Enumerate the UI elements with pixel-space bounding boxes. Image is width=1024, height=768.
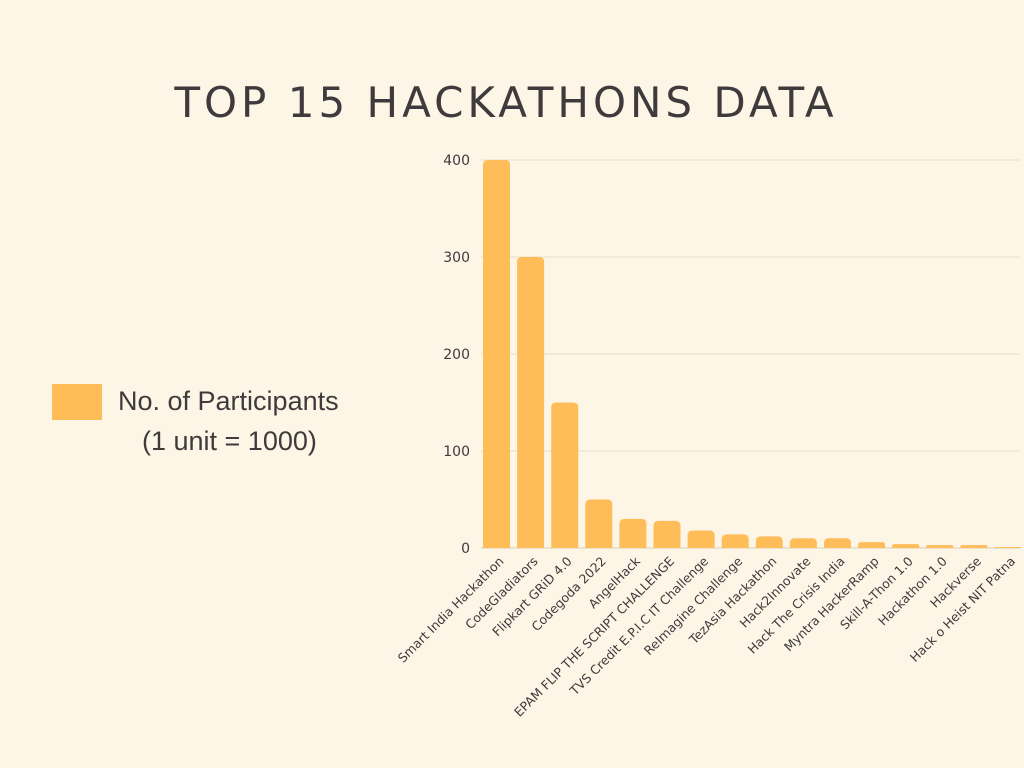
- bar-tezasia-hackathon: [755, 536, 783, 548]
- bar-smart-india-hackathon: [483, 160, 510, 548]
- bar-skill-a-thon-1-0: [892, 544, 920, 548]
- y-tick-label: 400: [443, 153, 470, 169]
- bar-myntra-hackerramp: [858, 542, 886, 548]
- bar-reimagine-challenge: [721, 534, 749, 548]
- bar-epam-flip-the-script-challenge: [653, 520, 681, 548]
- chart-title: TOP 15 HACKATHONS DATA: [174, 78, 838, 127]
- bar-hack-the-crisis-india: [824, 538, 851, 548]
- y-tick-label: 100: [443, 444, 470, 460]
- bar-hack2innovate: [789, 538, 817, 548]
- y-tick-label: 200: [443, 347, 470, 363]
- y-axis-ticks: 0 100 200 300 400: [443, 153, 470, 557]
- bar-codegladiators: [517, 257, 545, 548]
- x-axis-labels: Smart India HackathonCodeGladiatorsFlipk…: [395, 553, 1019, 720]
- legend-label: No. of Participants: [118, 386, 339, 416]
- bar-codegoda-2022: [585, 499, 613, 548]
- bar-angelhack: [619, 518, 647, 548]
- bar-hackathon-1-0: [926, 545, 954, 548]
- bars: [483, 160, 1022, 548]
- bar-flipkart-grid-4-0: [551, 402, 579, 548]
- y-tick-label: 0: [461, 541, 470, 557]
- legend-unit-note: (1 unit = 1000): [142, 426, 317, 456]
- legend-swatch: [52, 384, 102, 420]
- bar-hack-o-heist-nit-patna: [994, 547, 1022, 548]
- bar-hackverse: [960, 545, 988, 548]
- bar-tvs-credit-e-p-i-c-it-challenge: [687, 530, 715, 548]
- y-tick-label: 300: [443, 250, 470, 266]
